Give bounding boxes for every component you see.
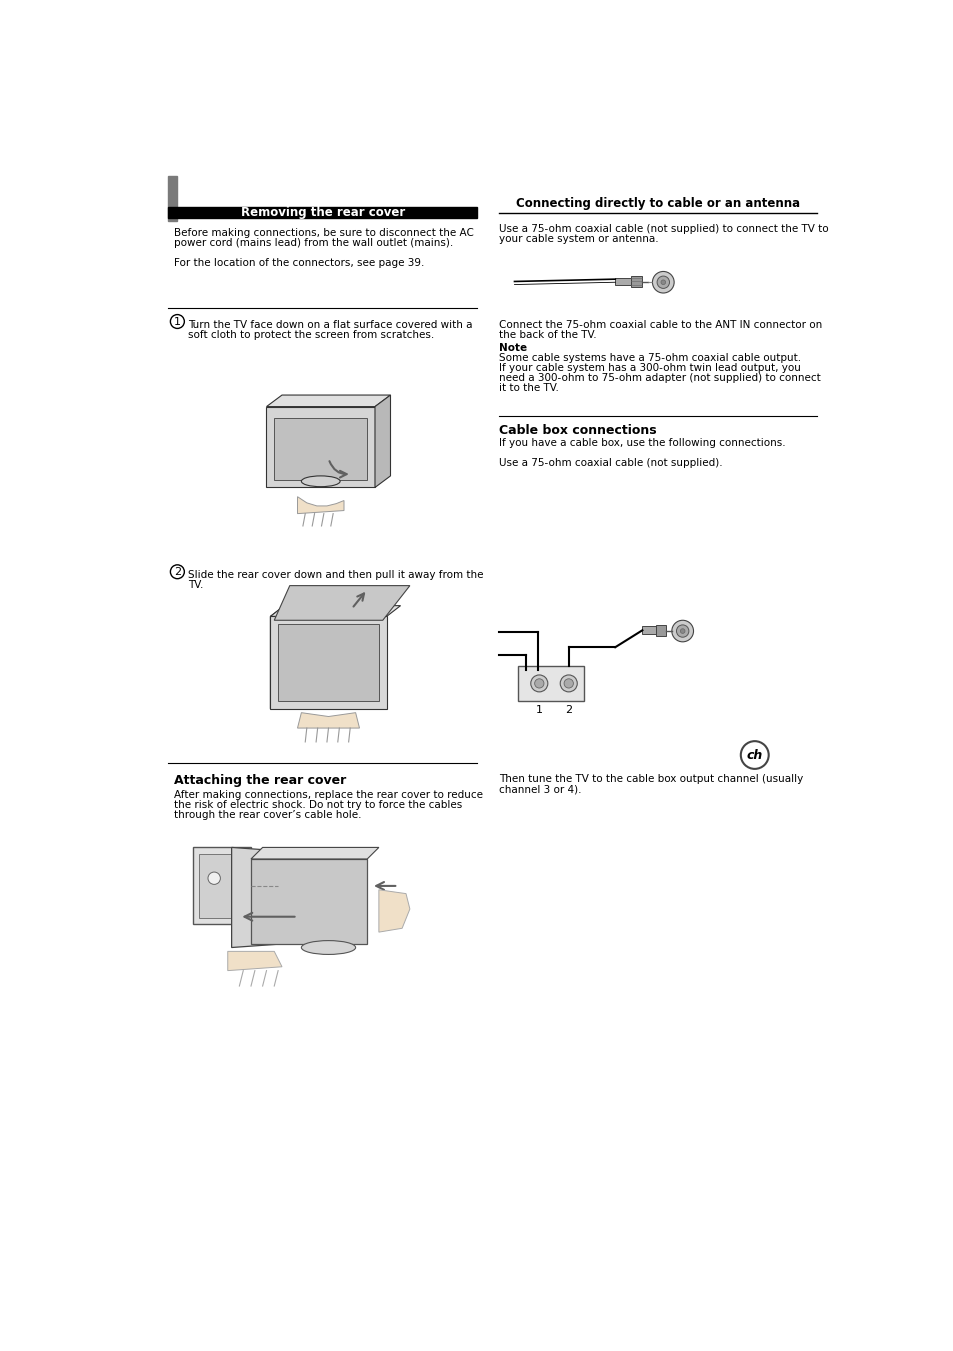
Polygon shape bbox=[375, 394, 390, 488]
Circle shape bbox=[563, 678, 573, 688]
Bar bbox=[630, 276, 641, 286]
Text: Turn the TV face down on a flat surface covered with a: Turn the TV face down on a flat surface … bbox=[188, 320, 473, 330]
Polygon shape bbox=[378, 890, 410, 932]
Text: Connecting directly to cable or an antenna: Connecting directly to cable or an anten… bbox=[516, 197, 800, 211]
Text: Note: Note bbox=[498, 343, 527, 353]
Text: 1: 1 bbox=[173, 316, 181, 327]
Text: Then tune the TV to the cable box output channel (usually: Then tune the TV to the cable box output… bbox=[498, 774, 802, 785]
Text: For the location of the connectors, see page 39.: For the location of the connectors, see … bbox=[174, 258, 424, 267]
Polygon shape bbox=[228, 951, 282, 970]
Polygon shape bbox=[251, 847, 378, 859]
Text: If you have a cable box, use the following connections.: If you have a cable box, use the followi… bbox=[498, 438, 785, 447]
Text: Use a 75-ohm coaxial cable (not supplied).: Use a 75-ohm coaxial cable (not supplied… bbox=[498, 458, 721, 467]
Bar bbox=[193, 847, 251, 924]
Polygon shape bbox=[266, 394, 390, 407]
Text: Connect the 75-ohm coaxial cable to the ANT IN connector on: Connect the 75-ohm coaxial cable to the … bbox=[498, 320, 821, 330]
Text: your cable system or antenna.: your cable system or antenna. bbox=[498, 234, 658, 243]
FancyArrowPatch shape bbox=[329, 461, 346, 477]
Polygon shape bbox=[274, 419, 367, 480]
Circle shape bbox=[559, 676, 577, 692]
Polygon shape bbox=[270, 605, 284, 709]
Text: Slide the rear cover down and then pull it away from the: Slide the rear cover down and then pull … bbox=[188, 570, 483, 580]
Text: 2: 2 bbox=[564, 705, 572, 715]
Text: 2: 2 bbox=[173, 567, 181, 577]
Polygon shape bbox=[266, 407, 375, 488]
Text: channel 3 or 4).: channel 3 or 4). bbox=[498, 785, 581, 794]
Circle shape bbox=[652, 272, 674, 293]
Circle shape bbox=[657, 276, 669, 288]
Bar bbox=[168, 176, 177, 220]
Text: the back of the TV.: the back of the TV. bbox=[498, 330, 596, 340]
Text: Cable box connections: Cable box connections bbox=[498, 424, 656, 436]
Polygon shape bbox=[232, 847, 340, 947]
Bar bbox=[168, 207, 476, 218]
Circle shape bbox=[534, 678, 543, 688]
Text: Before making connections, be sure to disconnect the AC: Before making connections, be sure to di… bbox=[174, 227, 474, 238]
Circle shape bbox=[671, 620, 693, 642]
Text: TV.: TV. bbox=[188, 580, 203, 590]
Text: Some cable systems have a 75-ohm coaxial cable output.: Some cable systems have a 75-ohm coaxial… bbox=[498, 353, 801, 363]
Text: it to the TV.: it to the TV. bbox=[498, 384, 558, 393]
Circle shape bbox=[208, 871, 220, 885]
Bar bbox=[517, 666, 583, 701]
Text: 1: 1 bbox=[536, 705, 542, 715]
Polygon shape bbox=[297, 713, 359, 728]
Bar bbox=[656, 626, 665, 636]
Circle shape bbox=[679, 628, 684, 634]
Polygon shape bbox=[297, 497, 344, 513]
Polygon shape bbox=[278, 624, 378, 701]
Text: Removing the rear cover: Removing the rear cover bbox=[240, 205, 404, 219]
FancyArrowPatch shape bbox=[354, 593, 364, 607]
Circle shape bbox=[660, 280, 665, 285]
Text: power cord (mains lead) from the wall outlet (mains).: power cord (mains lead) from the wall ou… bbox=[174, 238, 453, 247]
Polygon shape bbox=[251, 859, 367, 943]
Text: need a 300-ohm to 75-ohm adapter (not supplied) to connect: need a 300-ohm to 75-ohm adapter (not su… bbox=[498, 373, 820, 384]
Text: ch: ch bbox=[746, 748, 762, 762]
Bar bbox=[199, 854, 245, 919]
Text: soft cloth to protect the screen from scratches.: soft cloth to protect the screen from sc… bbox=[188, 330, 434, 340]
Bar bbox=[615, 277, 630, 285]
FancyArrowPatch shape bbox=[244, 913, 294, 920]
FancyArrowPatch shape bbox=[375, 882, 395, 890]
Polygon shape bbox=[274, 585, 410, 620]
Text: through the rear cover’s cable hole.: through the rear cover’s cable hole. bbox=[174, 809, 361, 820]
Ellipse shape bbox=[301, 940, 355, 954]
Text: If your cable system has a 300-ohm twin lead output, you: If your cable system has a 300-ohm twin … bbox=[498, 363, 800, 373]
Text: Use a 75-ohm coaxial cable (not supplied) to connect the TV to: Use a 75-ohm coaxial cable (not supplied… bbox=[498, 224, 828, 234]
Polygon shape bbox=[270, 616, 386, 709]
Bar bbox=[641, 627, 656, 634]
Text: Attaching the rear cover: Attaching the rear cover bbox=[174, 774, 346, 788]
Text: After making connections, replace the rear cover to reduce: After making connections, replace the re… bbox=[174, 790, 483, 800]
Polygon shape bbox=[270, 605, 400, 616]
Circle shape bbox=[530, 676, 547, 692]
Circle shape bbox=[676, 626, 688, 638]
Text: the risk of electric shock. Do not try to force the cables: the risk of electric shock. Do not try t… bbox=[174, 800, 462, 809]
Ellipse shape bbox=[301, 476, 340, 486]
